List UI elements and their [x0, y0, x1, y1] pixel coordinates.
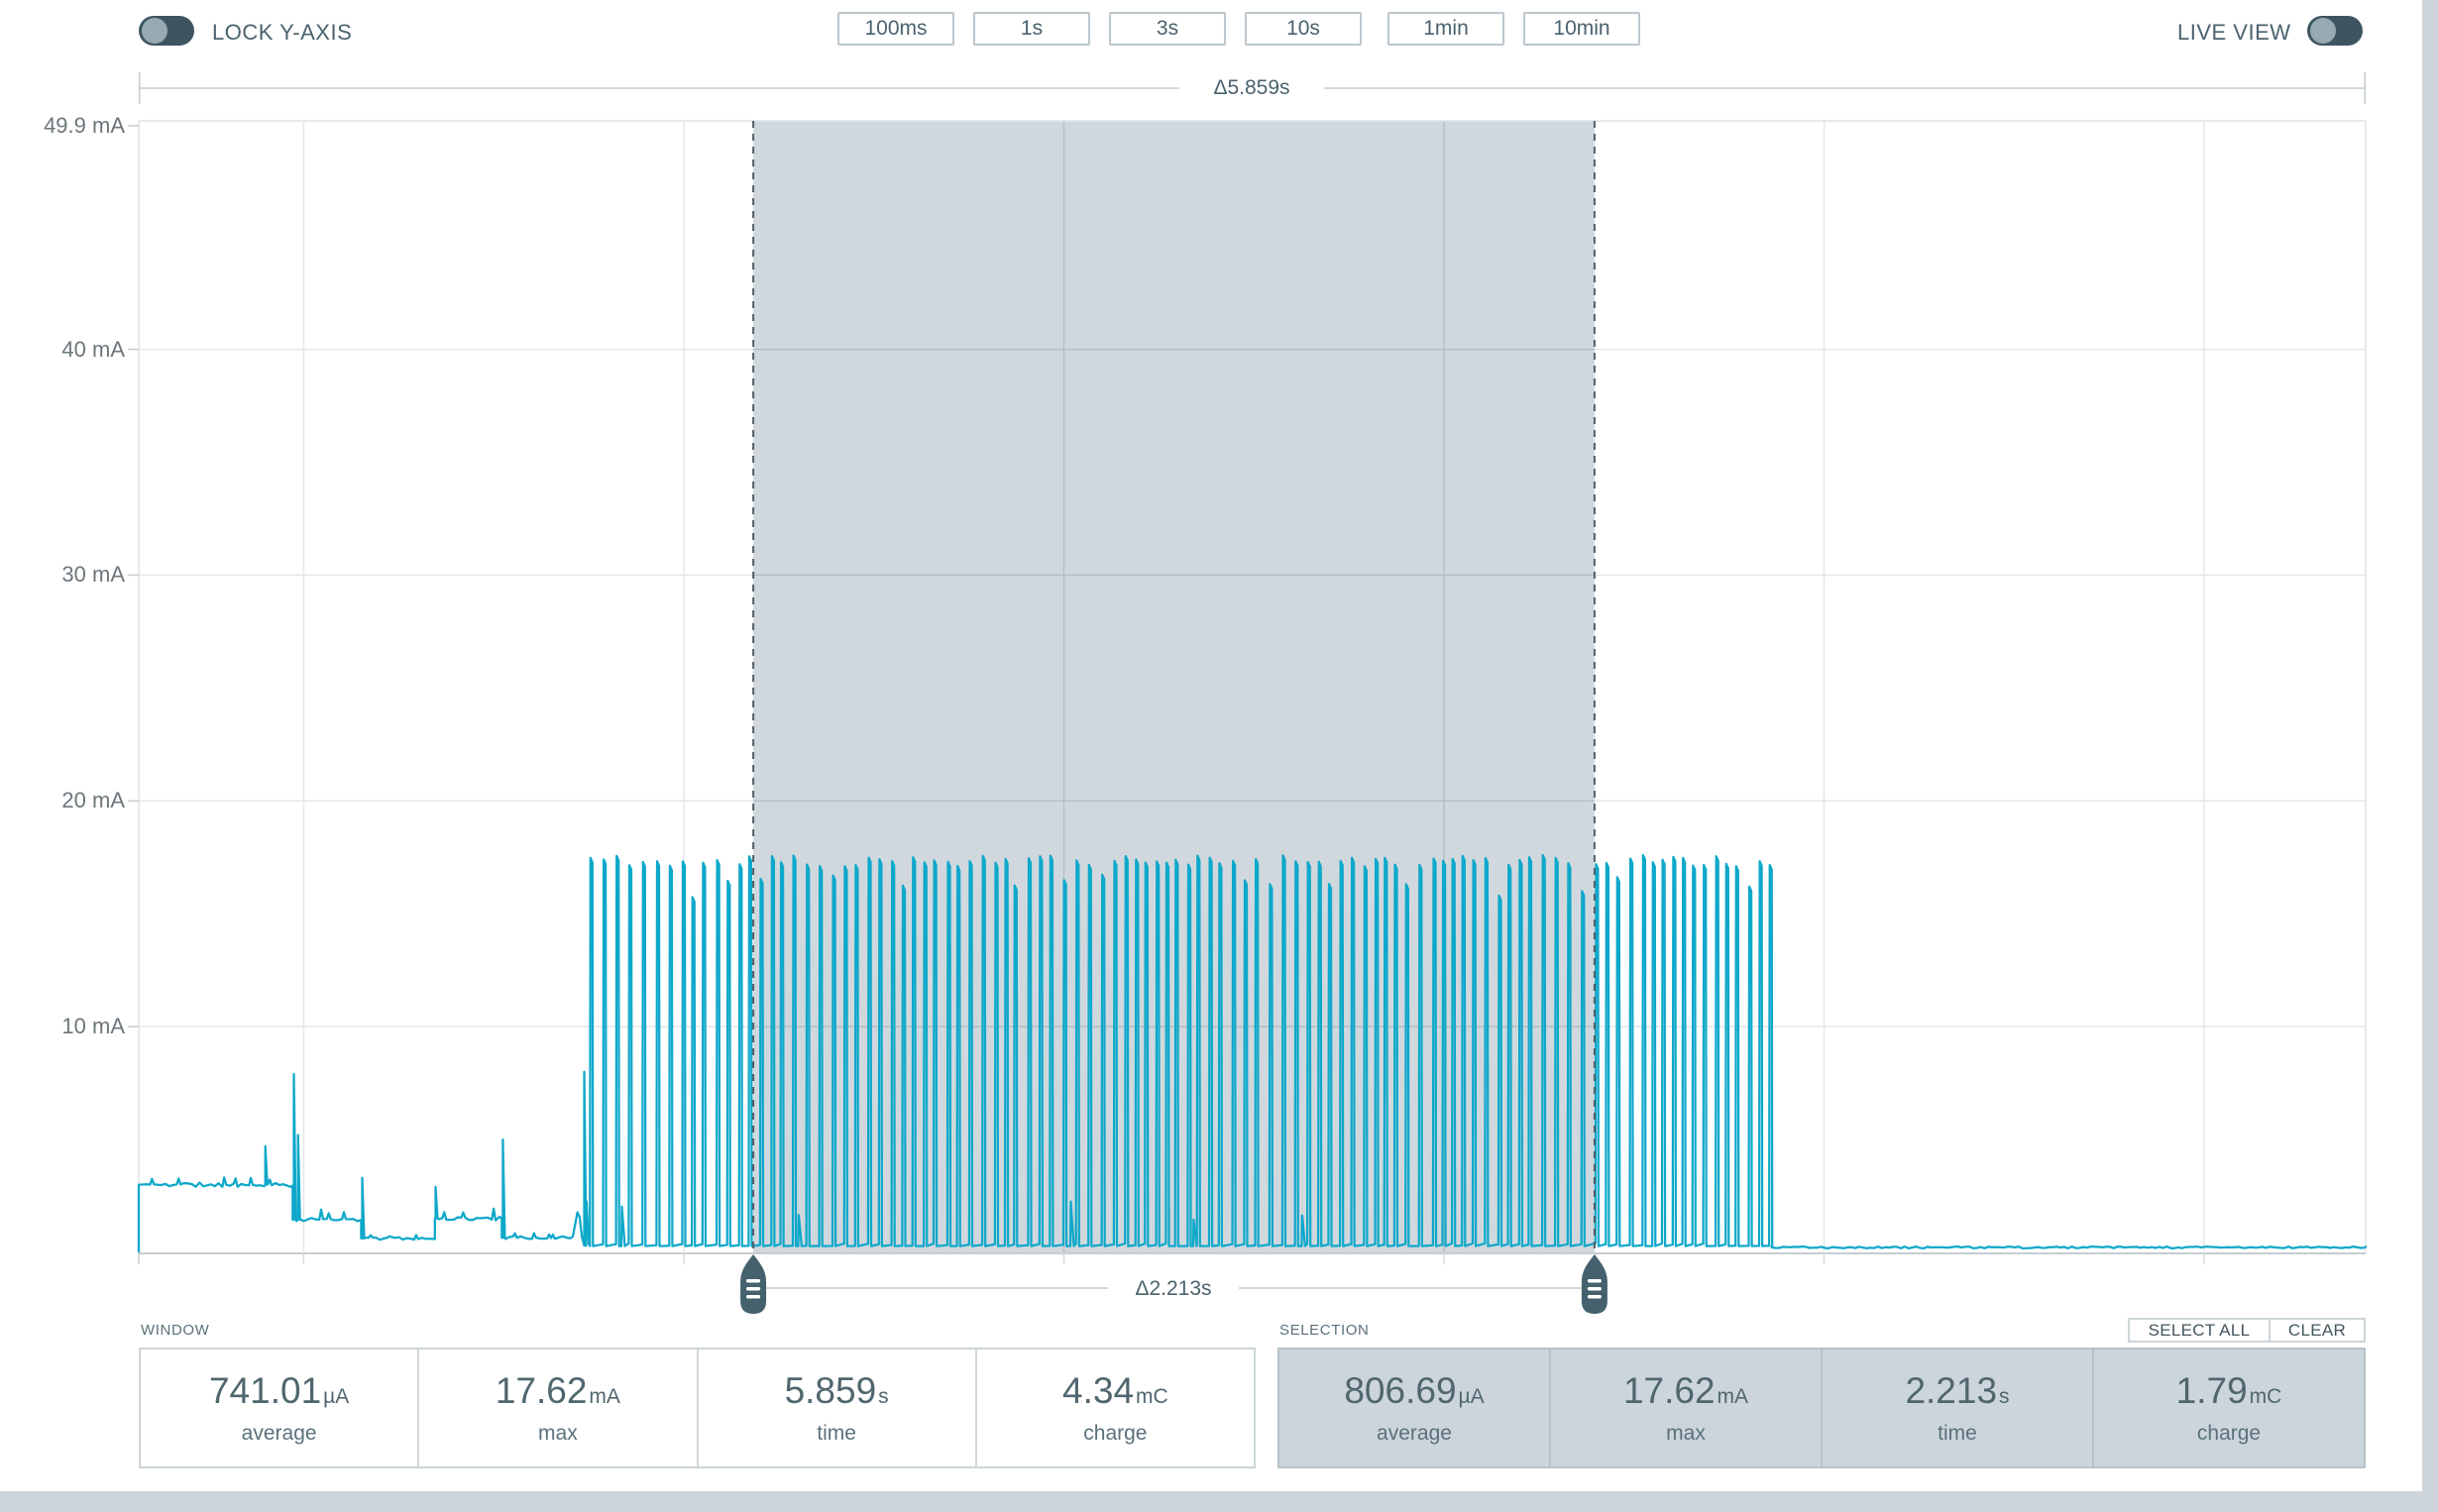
stat-label: time: [1938, 1422, 1977, 1445]
stat-label: charge: [1083, 1422, 1148, 1445]
handle-grip-line: [746, 1279, 761, 1283]
handle-grip-line: [1587, 1279, 1602, 1283]
stat-value: 17.62: [1622, 1370, 1716, 1411]
stat-label: max: [538, 1422, 578, 1445]
stat-value: 741.01: [208, 1370, 322, 1411]
stat-unit: µA: [323, 1385, 350, 1408]
stat-unit: µA: [1458, 1385, 1485, 1408]
stat-value: 806.69: [1344, 1370, 1457, 1411]
stat-label: charge: [2196, 1422, 2262, 1445]
window-stat-time: 5.859 s time: [696, 1350, 975, 1466]
y-axis-tick-label: 30 mA: [61, 562, 125, 588]
y-axis-tick-label: 49.9 mA: [44, 113, 125, 138]
selection-panel-title: SELECTION: [1279, 1322, 1370, 1339]
handle-grip-line: [746, 1295, 761, 1299]
stat-value: 4.34: [1062, 1370, 1135, 1411]
selection-stat-time: 2.213 s time: [1821, 1350, 2092, 1466]
stat-value: 1.79: [2175, 1370, 2248, 1411]
stat-unit: s: [878, 1385, 889, 1408]
toggle-knob-icon: [2310, 18, 2336, 44]
stat-value: 17.62: [495, 1370, 588, 1411]
stat-label: average: [1377, 1422, 1452, 1445]
stat-unit: mC: [1136, 1385, 1168, 1408]
window-panel-title: WINDOW: [141, 1322, 210, 1339]
window-stat-charge: 4.34 mC charge: [974, 1350, 1254, 1466]
selection-stats-panel: 806.69 µA average 17.62 mA max 2.213 s time…: [1277, 1348, 2366, 1468]
stat-value: 2.213: [1905, 1370, 1998, 1411]
stat-unit: mA: [1717, 1385, 1749, 1408]
stat-label: average: [241, 1422, 317, 1445]
y-axis-tick-label: 40 mA: [61, 336, 125, 362]
stat-unit: mC: [2249, 1385, 2282, 1408]
live-view-label: LIVE VIEW: [2177, 20, 2291, 45]
window-stat-max: 17.62 mA max: [417, 1350, 696, 1466]
y-axis-tick-label: 10 mA: [61, 1014, 125, 1039]
zoom-button-3s[interactable]: 3s: [1109, 12, 1226, 46]
window-delta-label: Δ5.859s: [1213, 76, 1290, 99]
current-trace: [137, 853, 2368, 1252]
zoom-button-10s[interactable]: 10s: [1245, 12, 1362, 46]
y-axis-tick-label: 20 mA: [61, 788, 125, 813]
selection-stat-max: 17.62 mA max: [1549, 1350, 1821, 1466]
zoom-button-1min[interactable]: 1min: [1387, 12, 1504, 46]
stat-label: time: [817, 1422, 856, 1445]
scrollbar[interactable]: [2422, 0, 2438, 1512]
handle-grip-line: [1587, 1295, 1602, 1299]
selection-handle-right[interactable]: [1581, 1254, 1607, 1314]
handle-grip-line: [746, 1287, 761, 1291]
stat-unit: s: [1999, 1385, 2010, 1408]
toggle-knob-icon: [142, 18, 167, 44]
selection-handle-left[interactable]: [740, 1254, 767, 1314]
live-view-toggle[interactable]: [2307, 16, 2363, 46]
footer-strip: [0, 1491, 2422, 1512]
stat-value: 5.859: [784, 1370, 877, 1411]
zoom-button-1s[interactable]: 1s: [973, 12, 1090, 46]
window-stat-average: 741.01 µA average: [141, 1350, 417, 1466]
stat-unit: mA: [589, 1385, 620, 1408]
selection-delta-label: Δ2.213s: [1135, 1277, 1212, 1300]
selection-stat-average: 806.69 µA average: [1279, 1350, 1549, 1466]
stat-label: max: [1666, 1422, 1706, 1445]
window-stats-panel: 741.01 µA average 17.62 mA max 5.859 s time…: [139, 1348, 1256, 1468]
zoom-button-10min[interactable]: 10min: [1523, 12, 1640, 46]
lock-y-axis-label: LOCK Y-AXIS: [212, 20, 353, 45]
handle-grip-icon: [1581, 1254, 1607, 1314]
select-all-button[interactable]: SELECT ALL: [2128, 1318, 2271, 1343]
handle-grip-icon: [740, 1254, 767, 1314]
zoom-button-100ms[interactable]: 100ms: [837, 12, 954, 46]
selection-stat-charge: 1.79 mC charge: [2092, 1350, 2364, 1466]
lock-y-axis-toggle[interactable]: [139, 16, 194, 46]
handle-grip-line: [1587, 1287, 1602, 1291]
clear-button[interactable]: CLEAR: [2269, 1318, 2366, 1343]
